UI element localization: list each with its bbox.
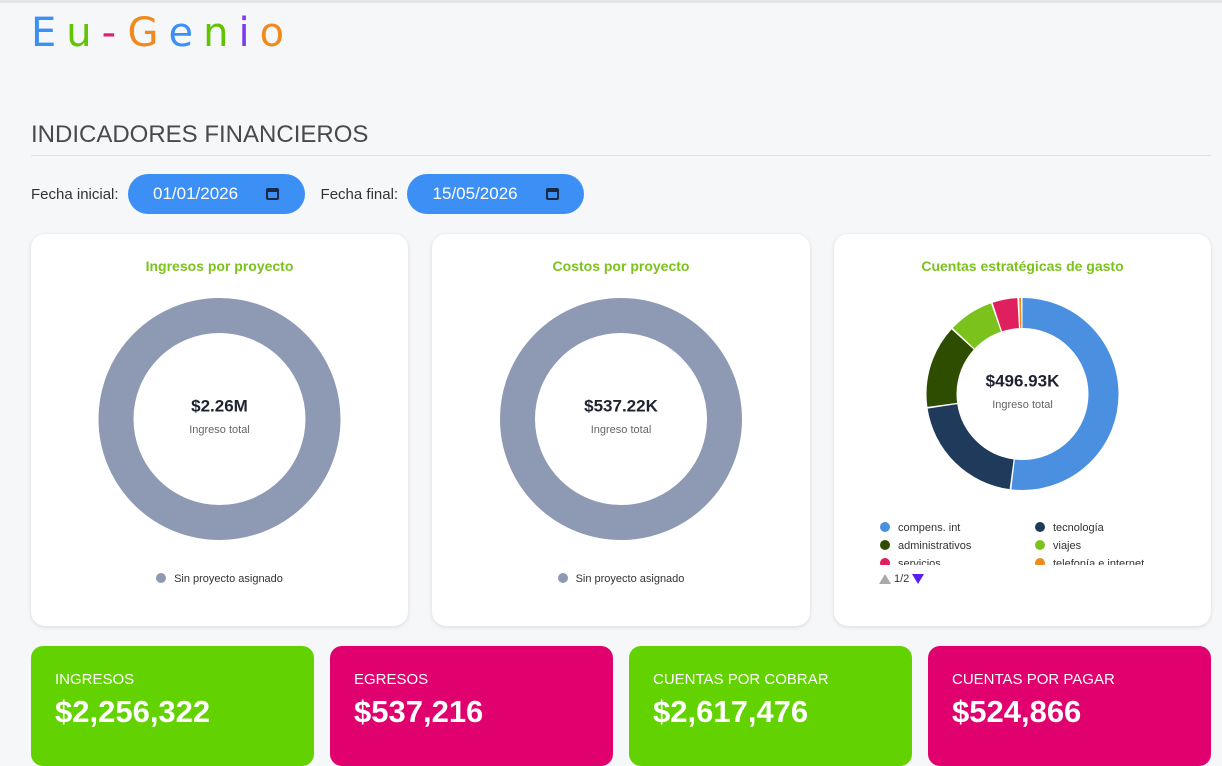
legend-item[interactable]: servicios: [880, 558, 1035, 565]
donut-chart: $496.93K Ingreso total: [926, 298, 1119, 490]
kpi-card: INGRESOS $2,256,322: [31, 646, 314, 766]
legend-dot: [880, 558, 890, 565]
donut-segment: [926, 298, 1119, 490]
top-border: [0, 0, 1222, 3]
kpi-value: $537,216: [354, 694, 484, 729]
center-value: $496.93K: [986, 371, 1060, 390]
legend-label: viajes: [1053, 540, 1082, 552]
legend: Sin proyecto asignado: [31, 573, 408, 585]
legend-item[interactable]: administrativos: [880, 540, 1035, 552]
legend-label: telefonía e internet: [1053, 558, 1145, 565]
kpi-card: CUENTAS POR COBRAR $2,617,476: [629, 646, 912, 766]
donut-chart: $537.22K Ingreso total: [500, 298, 742, 540]
center-value: $537.22K: [584, 396, 658, 415]
legend: compens. int tecnología administrativos via…: [880, 522, 1190, 565]
donut-segment: [98, 298, 341, 540]
legend-item[interactable]: telefonía e internet: [1035, 558, 1190, 565]
page-down[interactable]: [912, 574, 925, 584]
legend-dot: [1035, 540, 1045, 550]
kpi-label: EGRESOS: [354, 671, 429, 688]
center-value: $2.26M: [191, 396, 248, 415]
date-value: 01/01/2026: [153, 184, 239, 203]
center-label: Ingreso total: [992, 399, 1053, 411]
legend-label: administrativos: [898, 540, 972, 552]
chart-title: Cuentas estratégicas de gasto: [921, 258, 1124, 274]
legend-pager: 1/2: [879, 573, 925, 585]
legend-label: tecnología: [1053, 522, 1104, 534]
kpi-label: INGRESOS: [55, 671, 135, 688]
legend-item[interactable]: viajes: [1035, 540, 1190, 552]
legend-dot: [1035, 522, 1045, 532]
center-label: Ingreso total: [591, 424, 652, 436]
legend-label: Sin proyecto asignado: [575, 573, 685, 585]
donut-chart: $2.26M Ingreso total: [98, 298, 341, 540]
legend: Sin proyecto asignado: [432, 573, 810, 585]
kpi-label: CUENTAS POR PAGAR: [952, 671, 1115, 688]
logo: Eu-Genio: [31, 10, 295, 56]
kpi-card: CUENTAS POR PAGAR $524,866: [928, 646, 1211, 766]
chart-card: $537.22K Ingreso total Costos por proyecto…: [432, 234, 810, 626]
chart-title: Costos por proyecto: [552, 258, 690, 274]
date-filters: Fecha inicial: 01/01/2026 Fecha final: 15/0…: [31, 174, 600, 214]
legend-item[interactable]: compens. int: [880, 522, 1035, 534]
date-input[interactable]: 01/01/2026: [127, 174, 305, 214]
filter-label: Fecha final:: [320, 185, 399, 203]
kpi-value: $2,617,476: [653, 694, 809, 729]
calendar-icon[interactable]: [545, 188, 559, 200]
donut-segment: [500, 298, 742, 540]
legend-dot: [1035, 558, 1045, 565]
chart-card: $496.93K Ingreso total Cuentas estratégica…: [834, 234, 1211, 626]
legend-label: compens. int: [898, 522, 961, 534]
legend-dot: [156, 573, 167, 583]
legend-item[interactable]: tecnología: [1035, 522, 1190, 534]
chart-card: $2.26M Ingreso total Ingresos por proyecto…: [31, 234, 408, 626]
legend-dot: [880, 522, 890, 532]
kpi-label: CUENTAS POR COBRAR: [653, 671, 829, 688]
kpi-value: $524,866: [952, 694, 1082, 729]
page-up[interactable]: [879, 574, 891, 584]
legend-dot: [557, 573, 568, 583]
kpi-value: $2,256,322: [55, 694, 211, 729]
calendar-icon[interactable]: [266, 188, 280, 200]
page-indicator: 1/2: [894, 573, 910, 585]
filter-label: Fecha inicial:: [31, 185, 119, 203]
chart-title: Ingresos por proyecto: [145, 258, 294, 274]
donut-segment: [926, 298, 1119, 490]
legend-item[interactable]: Sin proyecto asignado: [557, 573, 685, 585]
page-title: INDICADORES FINANCIEROS: [31, 121, 1211, 156]
legend-dot: [880, 540, 890, 550]
legend-item[interactable]: Sin proyecto asignado: [156, 573, 283, 585]
kpi-card: EGRESOS $537,216: [330, 646, 613, 766]
date-input[interactable]: 15/05/2026: [407, 174, 585, 214]
legend-label: servicios: [898, 558, 941, 565]
center-label: Ingreso total: [189, 424, 250, 436]
legend-label: Sin proyecto asignado: [174, 573, 283, 585]
date-value: 15/05/2026: [432, 184, 518, 203]
